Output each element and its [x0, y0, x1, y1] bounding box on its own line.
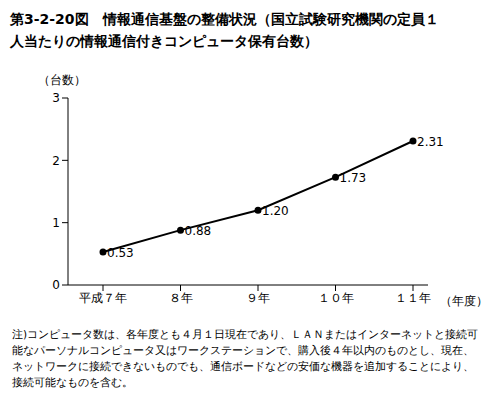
svg-text:1: 1: [52, 216, 60, 230]
svg-text:0.88: 0.88: [185, 224, 212, 238]
html-text:注)コンピュータ数は、各年度とも４月１日現在であり、ＬＡＮま: 注)コンピュータ数は、各年度とも４月１日現在であり、ＬＡＮまたはインターネットと…: [12, 328, 479, 388]
svg-text:0.53: 0.53: [107, 246, 134, 260]
svg-text:3: 3: [52, 91, 60, 105]
html-text:（台数）: （台数）: [38, 73, 86, 87]
svg-text:８年: ８年: [169, 291, 193, 305]
svg-text:１１年: １１年: [395, 291, 431, 305]
svg-text:2.31: 2.31: [417, 135, 444, 149]
html-text:（年度）: （年度）: [440, 294, 488, 308]
svg-text:0: 0: [52, 278, 60, 292]
svg-text:1.73: 1.73: [340, 171, 367, 185]
svg-text:1.20: 1.20: [262, 204, 289, 218]
svg-text:平成７年: 平成７年: [79, 291, 127, 305]
svg-text:2: 2: [52, 154, 60, 168]
html-text:第3-2-20図 情報通信基盤の整備状況（国立試験研究機関の: 第3-2-20図 情報通信基盤の整備状況（国立試験研究機関の定員１人当たりの情報…: [10, 11, 439, 49]
svg-text:１０年: １０年: [318, 291, 354, 305]
svg-text:９年: ９年: [246, 291, 270, 305]
